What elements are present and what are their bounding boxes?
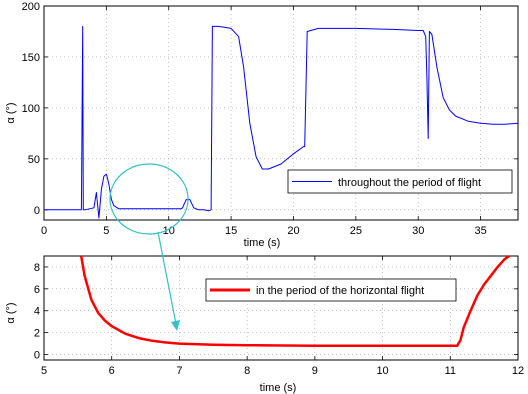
bottom-legend-box — [205, 278, 457, 302]
x-tick-label: 8 — [244, 365, 250, 377]
x-tick-label: 12 — [512, 365, 524, 377]
top-legend-label: throughout the period of flight — [338, 177, 481, 189]
x-tick-label: 15 — [225, 225, 237, 237]
y-tick-label: 2 — [34, 328, 40, 340]
highlight-ellipse — [109, 163, 189, 235]
x-tick-label: 9 — [312, 365, 318, 377]
series-line-0 — [44, 25, 519, 219]
top-series — [44, 25, 519, 219]
x-tick-label: 30 — [412, 225, 424, 237]
top-grid — [44, 6, 518, 220]
bottom-series — [79, 254, 510, 348]
zoom-arrow-head — [171, 320, 180, 331]
y-tick-label: 50 — [28, 154, 40, 166]
top-x-axis-label: time (s) — [244, 237, 281, 249]
y-tick-label: 200 — [22, 1, 40, 13]
zoom-arrow — [157, 231, 180, 331]
bottom-chart: 5 6 7 8 9 10 11 12 0 2 4 6 8 time (s) α (°) in the p… — [5, 254, 524, 394]
x-tick-label: 11 — [445, 365, 456, 377]
x-tick-label: 6 — [109, 365, 115, 377]
y-tick-label: 150 — [22, 52, 40, 64]
y-tick-label: 0 — [34, 350, 40, 362]
x-tick-label: 7 — [176, 365, 182, 377]
y-tick-label: 0 — [34, 205, 40, 217]
y-tick-label: 100 — [22, 103, 40, 115]
bottom-legend-label: in the period of the horizontal flight — [256, 285, 424, 297]
top-y-axis-label: α (°) — [5, 102, 17, 123]
top-legend-box — [287, 169, 513, 194]
bottom-y-axis-label: α (°) — [5, 302, 17, 323]
x-tick-label: 0 — [41, 225, 47, 237]
x-tick-label: 35 — [474, 225, 486, 237]
x-tick-label: 10 — [376, 365, 388, 377]
y-tick-label: 4 — [34, 306, 40, 318]
y-tick-label: 8 — [34, 262, 40, 274]
x-tick-label: 5 — [103, 225, 109, 237]
top-legend: throughout the period of flight — [287, 169, 513, 194]
bottom-legend: in the period of the horizontal flight — [205, 278, 457, 302]
series-line-0 — [79, 254, 510, 348]
y-tick-label: 6 — [34, 284, 40, 296]
x-tick-label: 20 — [287, 225, 299, 237]
bottom-x-axis-label: time (s) — [260, 382, 297, 394]
x-tick-label: 5 — [41, 365, 47, 377]
zoom-arrow-line — [157, 231, 177, 325]
x-tick-label: 25 — [350, 225, 362, 237]
bottom-ticks: 5 6 7 8 9 10 11 12 0 2 4 6 8 — [34, 256, 524, 377]
bottom-plot-area — [43, 255, 519, 361]
